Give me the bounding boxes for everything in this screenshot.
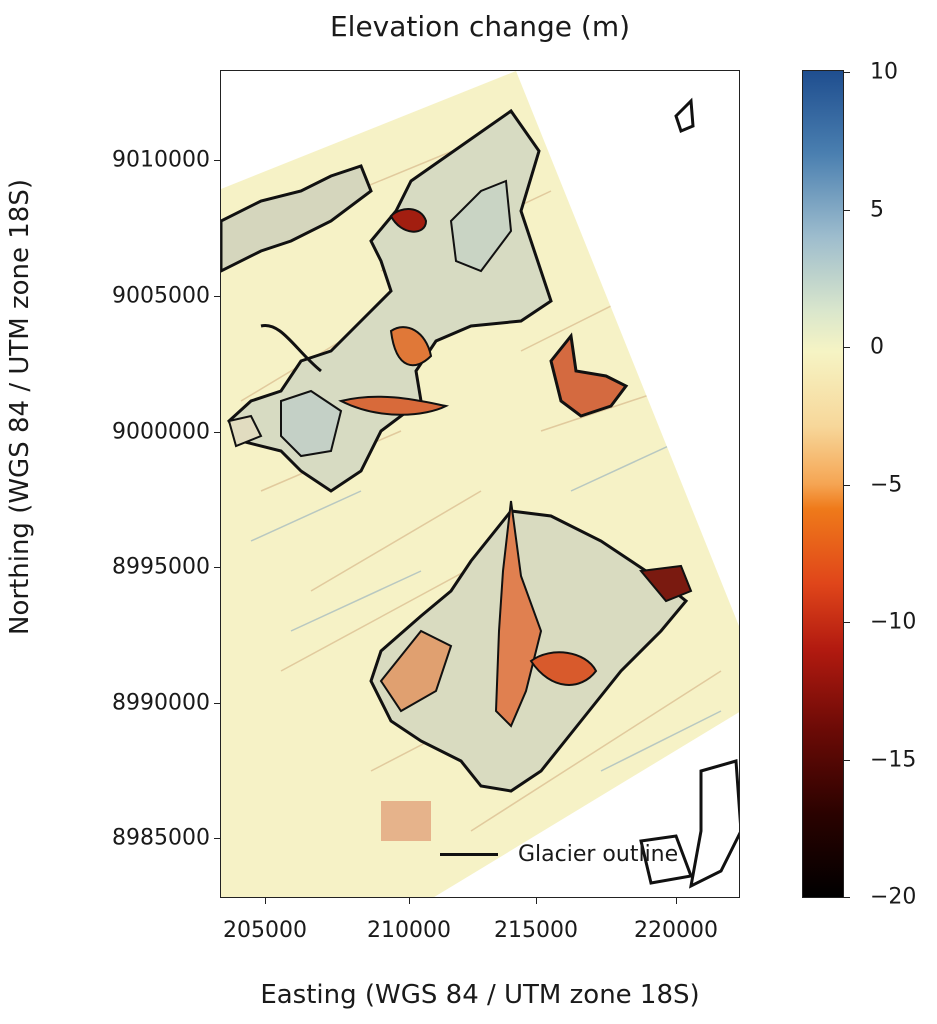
y-tick-label: 8985000 (112, 825, 210, 851)
glacier-outline-swatch (440, 853, 498, 856)
colorbar-tick-label: −20 (870, 884, 917, 910)
colorbar-tick-mark (844, 897, 850, 898)
y-tick-label: 8995000 (112, 554, 210, 580)
y-tick-label: 9000000 (112, 419, 210, 445)
y-tick-mark (214, 703, 220, 704)
x-tick-mark (676, 898, 677, 904)
colorbar-tick-mark (844, 210, 850, 211)
glacier-northeast-outline (674, 97, 695, 134)
y-tick-label: 9010000 (112, 147, 210, 173)
glacier-east (549, 332, 629, 418)
x-tick-label: 205000 (223, 918, 307, 943)
x-tick-label: 220000 (634, 918, 718, 943)
x-axis-label: Easting (WGS 84 / UTM zone 18S) (260, 980, 700, 1010)
map-title: Elevation change (m) (329, 10, 631, 43)
x-tick-mark (536, 898, 537, 904)
colorbar-tick-label: 10 (870, 59, 898, 85)
map-legend: Glacier outline (440, 842, 678, 867)
colorbar (802, 70, 844, 898)
colorbar-tick-label: 5 (870, 197, 884, 223)
x-tick-label: 210000 (367, 918, 451, 943)
y-axis-label: Northing (WGS 84 / UTM zone 18S) (5, 179, 35, 635)
colorbar-tick-mark (844, 622, 850, 623)
colorbar-tick-mark (844, 760, 850, 761)
y-tick-label: 8990000 (112, 690, 210, 716)
x-tick-mark (409, 898, 410, 904)
colorbar-tick-mark (844, 485, 850, 486)
colorbar-tick-mark (844, 72, 850, 73)
y-tick-mark (214, 432, 220, 433)
colorbar-tick-label: −15 (870, 747, 917, 773)
colorbar-tick-mark (844, 347, 850, 348)
glacier-west-outlines (221, 164, 373, 448)
glacier-north (227, 108, 553, 493)
y-tick-label: 9005000 (112, 283, 210, 309)
legend-label: Glacier outline (518, 842, 679, 867)
x-tick-mark (265, 898, 266, 904)
x-tick-label: 215000 (494, 918, 578, 943)
glacier-south (369, 500, 693, 793)
y-tick-mark (214, 296, 220, 297)
elevation-change-map (220, 70, 740, 898)
colorbar-tick-label: 0 (870, 334, 884, 360)
map-canvas (221, 71, 739, 897)
dem-strip (221, 71, 739, 897)
colorbar-tick-label: −5 (870, 472, 903, 498)
y-tick-mark (214, 838, 220, 839)
y-tick-mark (214, 160, 220, 161)
glacier-southeast-outlines (639, 759, 739, 889)
y-tick-mark (214, 567, 220, 568)
colorbar-tick-label: −10 (870, 609, 917, 635)
